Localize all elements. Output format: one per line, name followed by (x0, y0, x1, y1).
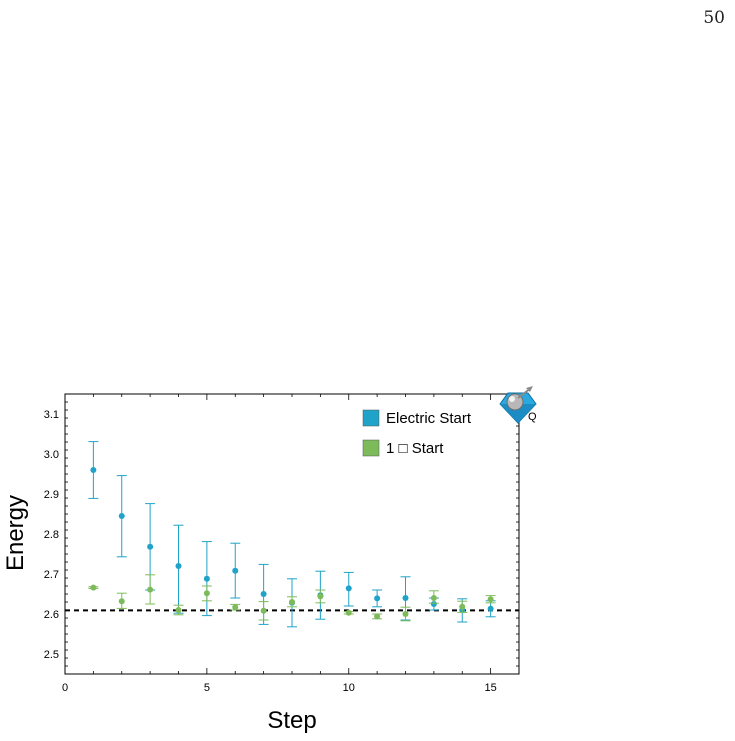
data-point (232, 567, 239, 574)
data-point (147, 543, 154, 550)
x-axis-label: Step (267, 707, 316, 734)
legend-swatch (362, 409, 380, 427)
data-point (317, 593, 324, 600)
diamond-facet (500, 404, 536, 423)
legend-label: 1 □ Start (386, 440, 444, 457)
plot-frame (64, 393, 520, 675)
series-electric-start (88, 441, 496, 628)
data-point (203, 590, 210, 597)
data-point (232, 604, 239, 611)
x-tick-label: 10 (343, 682, 355, 694)
legend: Electric Start 1 □ Start (362, 409, 472, 457)
data-point (459, 603, 466, 610)
y-tick-label: 2.6 (44, 609, 59, 621)
data-point (345, 609, 352, 616)
x-tick-label: 15 (485, 682, 497, 694)
data-point (402, 595, 409, 601)
data-point (374, 595, 381, 602)
data-point (203, 575, 210, 582)
plot-frame-layer (64, 393, 520, 675)
data-point (430, 601, 437, 607)
quantum-diamond-logo-icon: Q (499, 386, 537, 424)
data-point (374, 613, 381, 620)
data-point (175, 607, 182, 613)
y-tick-label: 3.1 (44, 409, 59, 421)
data-point (289, 599, 295, 605)
data-point (118, 598, 125, 605)
y-axis-label: Energy (2, 495, 29, 571)
y-tick-label: 2.5 (44, 649, 59, 661)
data-point (430, 595, 437, 601)
data-point (260, 591, 267, 597)
y-tick-label: 2.9 (44, 489, 59, 501)
x-tick-label: 0 (62, 682, 68, 694)
page-number: 50 (703, 8, 725, 28)
data-point (487, 605, 494, 612)
series-one-start (88, 574, 496, 622)
data-point (345, 585, 352, 592)
legend-swatch (362, 439, 380, 457)
x-tick-label: 5 (204, 682, 210, 694)
data-point (402, 611, 409, 617)
axis-ticks-layer: 0 5 10 15 2.5 2.6 2.7 2.8 2.9 3.0 3.1 (44, 393, 520, 694)
legend-label: Electric Start (386, 410, 472, 427)
logo-letter: Q (528, 411, 537, 423)
data-point (90, 467, 97, 473)
data-point (487, 596, 494, 603)
data-point (260, 607, 267, 614)
data-point (118, 513, 125, 519)
data-point (90, 584, 97, 591)
y-tick-label: 2.8 (44, 529, 59, 541)
data-point (147, 586, 154, 593)
y-tick-label: 3.0 (44, 449, 59, 461)
data-point (175, 563, 182, 569)
y-tick-label: 2.7 (44, 569, 59, 581)
arrow-head (526, 386, 533, 392)
series-layer (88, 441, 496, 628)
sphere-highlight (509, 396, 515, 402)
